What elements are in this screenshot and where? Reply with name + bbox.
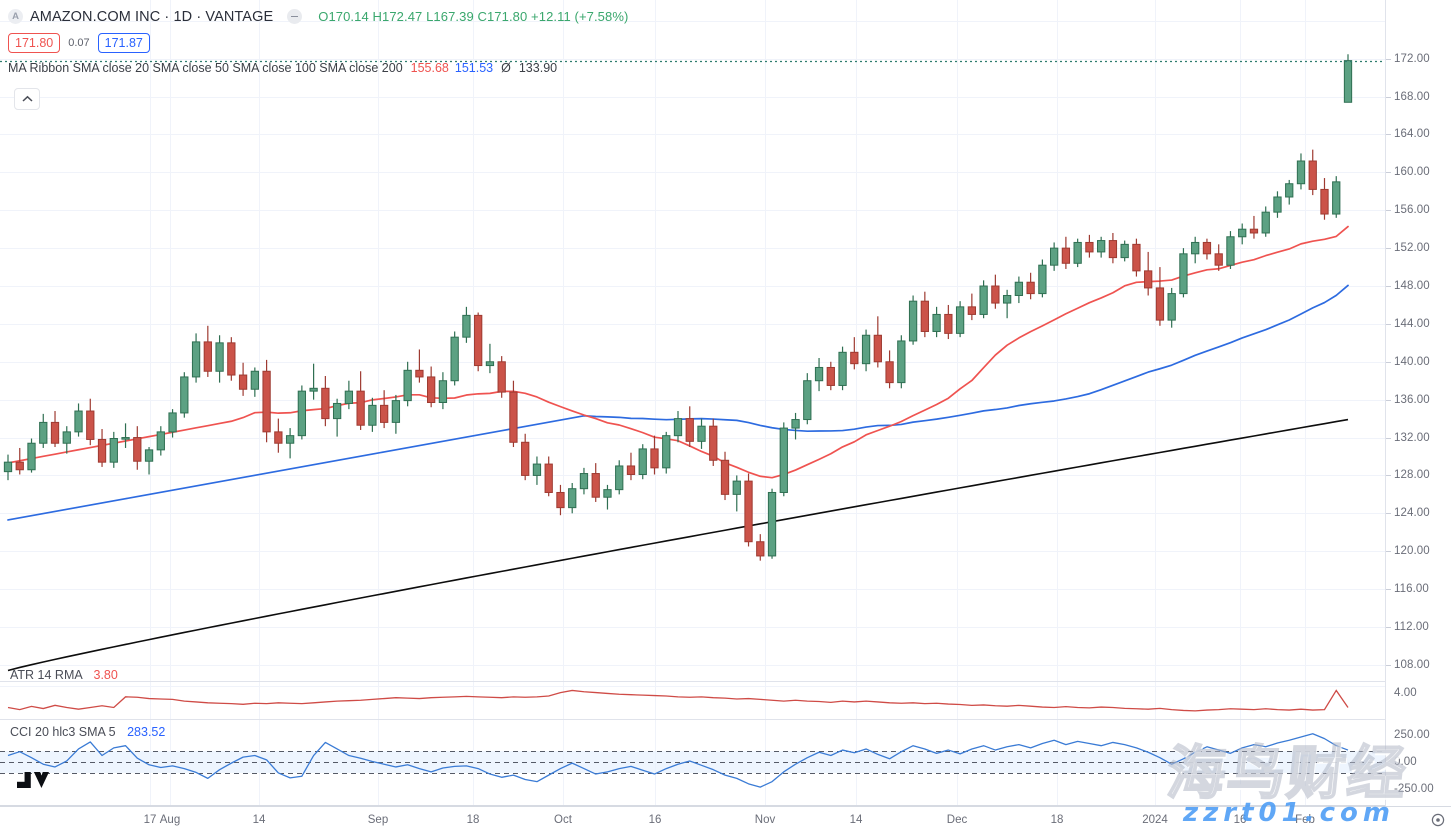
time-axis-label: 18 [466, 814, 480, 826]
time-axis-label: Sep [367, 814, 389, 826]
ma-ribbon-value-red: 155.68 [410, 61, 449, 75]
price-axis-tick [1386, 665, 1391, 666]
atr-value: 3.80 [93, 668, 118, 682]
price-axis-tick [1386, 513, 1391, 514]
legend-ma-ribbon-row[interactable]: MA Ribbon SMA close 20 SMA close 50 SMA … [8, 61, 628, 75]
bid-price-badge[interactable]: 171.80 [8, 33, 61, 53]
price-axis-tick [1386, 589, 1391, 590]
time-axis-label: 14 [849, 814, 863, 826]
price-axis[interactable]: USD ▾ 172.00168.00164.00160.00156.00152.… [1385, 0, 1451, 806]
ma-ribbon-avg-value: 133.90 [518, 61, 558, 75]
time-axis-label: Dec [946, 814, 968, 826]
price-axis-tick [1386, 438, 1391, 439]
price-axis-label: 136.00 [1394, 393, 1430, 406]
price-axis-tick [1386, 286, 1391, 287]
price-axis-label: 120.00 [1394, 545, 1430, 558]
price-axis-tick [1386, 248, 1391, 249]
price-axis-label: 140.00 [1394, 355, 1430, 368]
cci-axis-label: 0.00 [1394, 756, 1417, 769]
price-axis-label: 172.00 [1394, 52, 1430, 65]
price-axis-label: 164.00 [1394, 128, 1430, 141]
symbol-title[interactable]: AMAZON.COM INC · 1D · VANTAGE [30, 8, 274, 25]
price-axis-label: 108.00 [1394, 658, 1430, 671]
cci-title: CCI 20 hlc3 SMA 5 [10, 725, 116, 739]
cci-axis-label: -250.00 [1394, 783, 1434, 796]
time-axis-label: Nov [754, 814, 776, 826]
symbol-logo-icon: A [8, 9, 23, 24]
minus-icon[interactable] [287, 9, 303, 24]
chart-legend: A AMAZON.COM INC · 1D · VANTAGE O170.14 … [8, 6, 628, 75]
chart-settings-icon[interactable] [1424, 806, 1451, 833]
ma-ribbon-title: MA Ribbon SMA close 20 SMA close 50 SMA … [8, 61, 403, 75]
ma-ribbon-avg-symbol: Ø [501, 61, 511, 75]
legend-quote-row: 171.80 0.07 171.87 [8, 32, 628, 54]
time-axis-label: 2024 [1142, 814, 1168, 826]
cci-axis-label: 250.00 [1394, 728, 1430, 741]
collapse-legend-button[interactable] [14, 88, 40, 110]
time-axis-label: 18 [1050, 814, 1064, 826]
price-axis-tick [1386, 475, 1391, 476]
price-axis-tick [1386, 324, 1391, 325]
chart-plot-area[interactable] [0, 0, 1385, 806]
price-axis-tick [1386, 362, 1391, 363]
time-axis-label: 16 [648, 814, 662, 826]
time-axis-label: 14 [252, 814, 266, 826]
price-axis-label: 132.00 [1394, 431, 1430, 444]
price-axis-label: 156.00 [1394, 204, 1430, 217]
ma-ribbon-value-blue: 151.53 [454, 61, 494, 75]
price-axis-tick [1386, 97, 1391, 98]
price-axis-tick [1386, 172, 1391, 173]
time-axis-label: 16 [1233, 814, 1247, 826]
price-axis-label: 116.00 [1394, 583, 1429, 596]
price-axis-label: 148.00 [1394, 280, 1430, 293]
spread-value: 0.07 [68, 37, 90, 49]
time-axis-label: Oct [554, 814, 572, 826]
atr-axis-label: 4.00 [1394, 687, 1417, 699]
price-axis-tick [1386, 59, 1391, 60]
price-axis-tick [1386, 551, 1391, 552]
price-axis-label: 144.00 [1394, 317, 1430, 330]
cci-pane-legend[interactable]: CCI 20 hlc3 SMA 5 283.52 [10, 725, 165, 739]
time-axis-label: 17 [143, 814, 157, 826]
cci-value: 283.52 [127, 725, 166, 739]
time-axis[interactable]: 17 Aug 14 Sep 18 Oct 16 Nov 14 Dec 18 2024 16 Feb [0, 806, 1451, 833]
price-axis-label: 160.00 [1394, 166, 1430, 179]
legend-symbol-row: A AMAZON.COM INC · 1D · VANTAGE O170.14 … [8, 6, 628, 27]
ohlc-values: O170.14 H172.47 L167.39 C171.80 +12.11 (… [318, 9, 629, 24]
price-axis-label: 112.00 [1394, 620, 1429, 633]
price-axis-tick [1386, 210, 1391, 211]
price-axis-tick [1386, 627, 1391, 628]
atr-pane-legend[interactable]: ATR 14 RMA 3.80 [10, 668, 118, 682]
ask-price-badge[interactable]: 171.87 [97, 33, 150, 53]
time-axis-label: Feb [1295, 814, 1315, 826]
price-axis-label: 152.00 [1394, 242, 1430, 255]
time-axis-label: Aug [159, 814, 181, 826]
price-axis-label: 168.00 [1394, 90, 1430, 103]
price-axis-label: 128.00 [1394, 469, 1430, 482]
atr-title: ATR 14 RMA [10, 668, 83, 682]
chart-canvas [0, 0, 1385, 806]
price-axis-label: 124.00 [1394, 507, 1430, 520]
chevron-up-icon [21, 95, 33, 102]
price-axis-tick [1386, 134, 1391, 135]
price-axis-tick [1386, 400, 1391, 401]
tradingview-logo[interactable] [17, 770, 49, 790]
